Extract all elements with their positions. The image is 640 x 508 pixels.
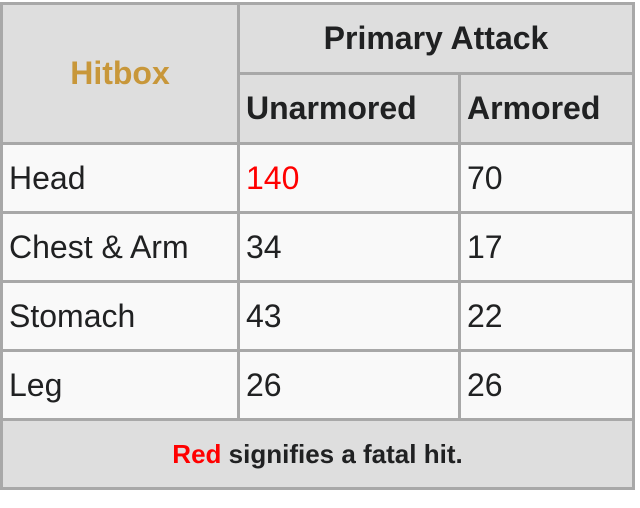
unarmored-header: Unarmored [237, 72, 461, 145]
primary-attack-header: Primary Attack [237, 2, 635, 75]
unarmored-cell: 34 [237, 211, 461, 283]
table-row: Leg 26 26 [0, 349, 635, 421]
hitbox-cell: Leg [0, 349, 240, 421]
armored-cell: 22 [458, 280, 635, 352]
table-row: Stomach 43 22 [0, 280, 635, 352]
damage-table: Hitbox Primary Attack Unarmored Armored … [0, 2, 635, 490]
armored-cell: 17 [458, 211, 635, 283]
hitbox-cell: Head [0, 142, 240, 214]
unarmored-cell: 140 [237, 142, 461, 214]
footnote-red-word: Red [172, 438, 222, 469]
hitbox-cell: Chest & Arm [0, 211, 240, 283]
table-row: Chest & Arm 34 17 [0, 211, 635, 283]
unarmored-cell: 43 [237, 280, 461, 352]
hitbox-cell: Stomach [0, 280, 240, 352]
armored-header: Armored [458, 72, 635, 145]
footnote: Red signifies a fatal hit. [0, 418, 635, 490]
armored-cell: 70 [458, 142, 635, 214]
armored-cell: 26 [458, 349, 635, 421]
footnote-text: signifies a fatal hit. [221, 438, 463, 469]
table-row: Head 140 70 [0, 142, 635, 214]
unarmored-cell: 26 [237, 349, 461, 421]
hitbox-header: Hitbox [0, 2, 240, 145]
